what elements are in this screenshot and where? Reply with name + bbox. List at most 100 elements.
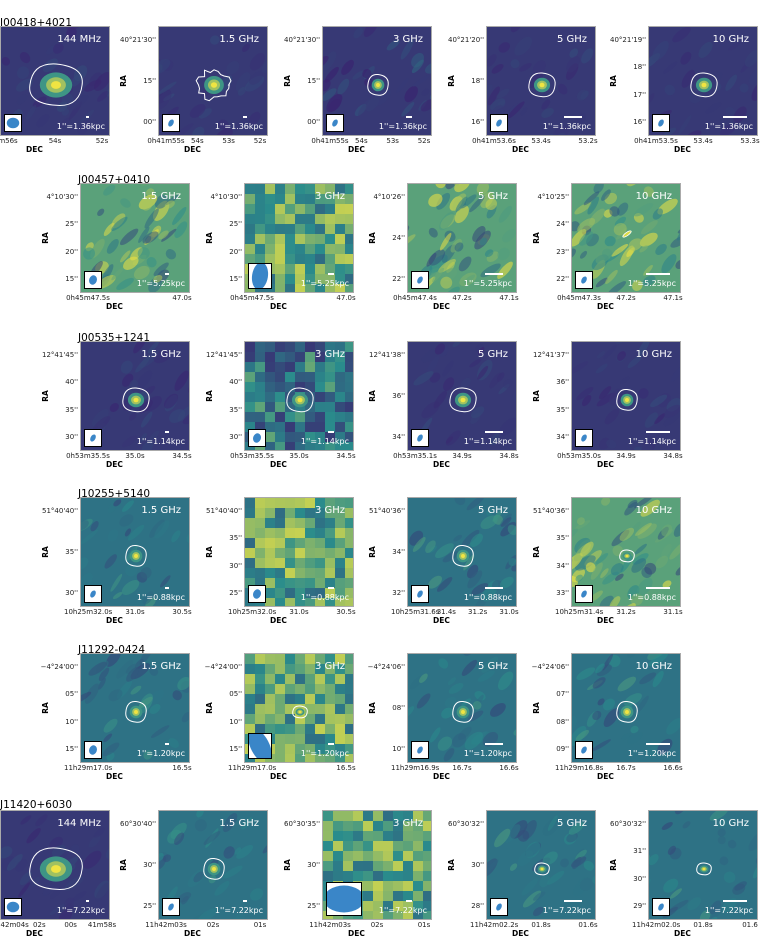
x-tick-label: 0h41m53.6s: [472, 137, 516, 145]
scale-bar: [165, 587, 169, 589]
y-tick-label: 22'': [392, 275, 405, 283]
radio-map-image: [649, 27, 757, 135]
scale-bar: [328, 273, 334, 275]
y-tick-label: 36'': [556, 378, 569, 387]
ra-axis-label: RA: [608, 859, 618, 871]
beam-box: [84, 271, 102, 289]
beam-box: [411, 741, 429, 759]
y-tick-label: 16'': [471, 118, 484, 126]
beam-ellipse: [248, 729, 272, 762]
dec-axis-label: DEC: [597, 460, 614, 469]
x-tick-label: 11h29m17.0s: [228, 764, 277, 772]
frequency-label: 10 GHz: [635, 191, 672, 202]
radio-map-image: [245, 342, 353, 450]
dec-axis-label: DEC: [106, 616, 123, 625]
beam-ellipse: [251, 262, 269, 290]
x-tick-label: 31.0s: [125, 608, 145, 616]
scale-label: 1''=7.22kpc: [378, 906, 427, 915]
frequency-label: 10 GHz: [635, 349, 672, 360]
frequency-label: 144 MHz: [57, 818, 101, 829]
dec-axis-label: DEC: [433, 302, 450, 311]
y-tick-label: 20'': [65, 247, 78, 256]
scale-bar: [406, 900, 412, 902]
ra-axis-label: RA: [531, 546, 541, 558]
dec-axis-label: DEC: [26, 145, 43, 154]
ra-axis-label: RA: [204, 232, 214, 244]
x-tick-label: 31.4s: [436, 608, 456, 616]
beam-box: [575, 271, 593, 289]
y-tick-label: 12°41'45'': [206, 351, 242, 359]
frequency-label: 3 GHz: [314, 349, 345, 360]
beam-ellipse: [496, 119, 502, 127]
beam-ellipse: [417, 746, 423, 754]
y-tick-label: 15'': [229, 745, 242, 753]
beam-box: [84, 741, 102, 759]
beam-box: [248, 585, 266, 603]
y-tick-label: 60°30'40'': [120, 820, 156, 828]
y-tick-label: 07'': [556, 690, 569, 699]
x-tick-label: 31.2s: [616, 608, 636, 616]
y-tick-label: 15'': [143, 77, 156, 85]
scale-label: 1''=5.25kpc: [300, 279, 349, 288]
x-tick-label: 02s: [33, 921, 46, 929]
scale-label: 1''=0.88kpc: [300, 593, 349, 602]
y-tick-label: 15'': [307, 77, 320, 85]
ra-axis-label: RA: [282, 75, 292, 87]
y-tick-label: 28'': [471, 902, 484, 910]
dec-axis-label: DEC: [597, 772, 614, 781]
y-tick-label: 34'': [556, 433, 569, 441]
y-tick-label: 17'': [633, 90, 646, 99]
frequency-label: 10 GHz: [635, 661, 672, 672]
y-tick-label: 40'': [229, 378, 242, 387]
ra-axis-label: RA: [367, 390, 377, 402]
y-tick-label: 40'': [65, 378, 78, 387]
x-tick-label: 0h53m35.5s: [230, 452, 274, 460]
beam-box: [162, 898, 180, 916]
beam-ellipse: [89, 275, 97, 285]
y-tick-label: −4°24'06'': [531, 663, 569, 671]
y-tick-label: 60°30'32'': [610, 820, 646, 828]
ra-axis-label: RA: [531, 702, 541, 714]
y-tick-label: 35'': [229, 405, 242, 414]
scale-label: 1''=1.20kpc: [463, 749, 512, 758]
frequency-label: 5 GHz: [477, 349, 508, 360]
x-tick-label: 54s: [355, 137, 368, 145]
x-tick-label: 52s: [253, 137, 267, 145]
ra-axis-label: RA: [531, 390, 541, 402]
beam-ellipse: [253, 433, 261, 443]
scale-label: 1''=1.14kpc: [627, 437, 676, 446]
beam-ellipse: [90, 590, 96, 598]
radio-map-panel: 1.5 GHz 1''=0.88kpc: [80, 497, 190, 607]
scale-label: 1''=1.36kpc: [704, 122, 753, 131]
frequency-label: 1.5 GHz: [141, 505, 181, 516]
frequency-label: 1.5 GHz: [141, 661, 181, 672]
beam-ellipse: [332, 119, 338, 127]
x-tick-label: 34.5s: [172, 452, 192, 460]
x-tick-label: 35.0s: [289, 452, 309, 460]
dec-axis-label: DEC: [512, 929, 529, 938]
y-tick-label: 40°21'30'': [120, 36, 156, 44]
y-tick-label: 40°21'19'': [610, 36, 646, 44]
scale-bar: [243, 116, 247, 118]
y-tick-label: 51°40'36'': [369, 507, 405, 515]
beam-ellipse: [253, 589, 261, 599]
x-tick-label: 31.2s: [468, 608, 488, 616]
radio-map-panel: 3 GHz 1''=5.25kpc: [244, 183, 354, 293]
x-tick-label: 11h42m02.0s: [632, 921, 681, 929]
radio-map-panel: 1.5 GHz 1''=7.22kpc: [158, 810, 268, 920]
scale-label: 1''=5.25kpc: [627, 279, 676, 288]
y-tick-label: 29'': [633, 902, 646, 910]
beam-box: [575, 585, 593, 603]
scale-bar: [564, 116, 582, 118]
beam-ellipse: [417, 276, 423, 284]
y-tick-label: 05'': [229, 690, 242, 699]
radio-map-panel: 10 GHz 1''=5.25kpc: [571, 183, 681, 293]
dec-axis-label: DEC: [106, 460, 123, 469]
x-tick-label: 54s: [48, 137, 62, 145]
scale-bar: [328, 587, 334, 589]
dec-axis-label: DEC: [433, 772, 450, 781]
y-tick-label: 08'': [392, 704, 405, 712]
y-tick-label: 30'': [143, 861, 156, 869]
x-tick-label: 11h29m16.8s: [555, 764, 604, 772]
x-tick-label: 34.5s: [336, 452, 356, 460]
